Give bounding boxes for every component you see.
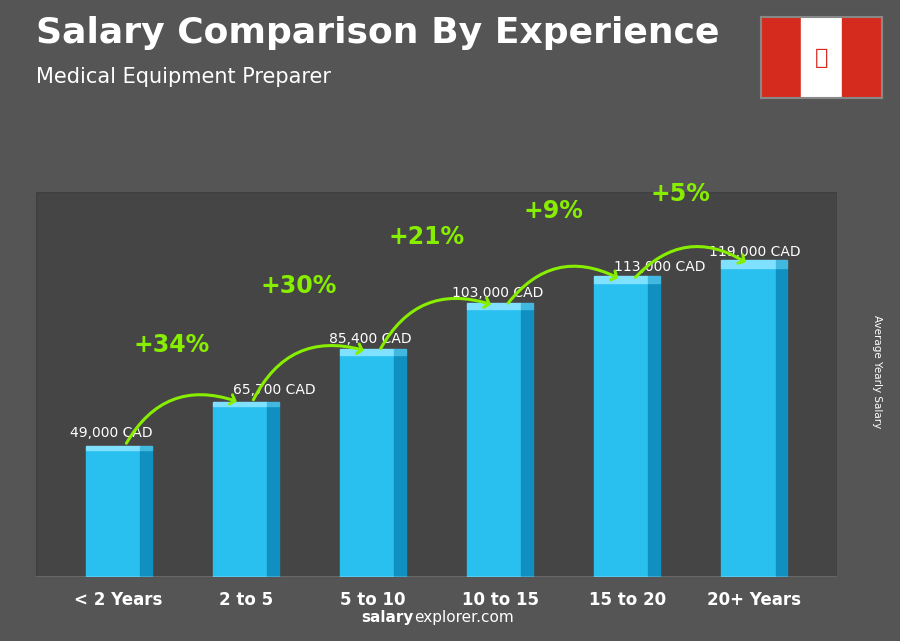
Bar bbox=[521, 309, 533, 577]
Bar bbox=[842, 17, 882, 98]
Text: 49,000 CAD: 49,000 CAD bbox=[70, 426, 153, 440]
Text: 119,000 CAD: 119,000 CAD bbox=[708, 245, 800, 258]
Bar bbox=[648, 276, 661, 283]
Bar bbox=[648, 283, 661, 577]
Bar bbox=[340, 349, 394, 355]
Text: Salary Comparison By Experience: Salary Comparison By Experience bbox=[36, 16, 719, 50]
Bar bbox=[86, 449, 140, 577]
Text: +21%: +21% bbox=[388, 225, 464, 249]
Text: 113,000 CAD: 113,000 CAD bbox=[615, 260, 706, 274]
Text: +5%: +5% bbox=[651, 182, 711, 206]
Text: salary: salary bbox=[362, 610, 414, 625]
Bar bbox=[776, 260, 788, 268]
Bar bbox=[86, 446, 140, 449]
Text: 65,700 CAD: 65,700 CAD bbox=[233, 383, 316, 397]
Bar bbox=[594, 283, 648, 577]
Bar bbox=[340, 355, 394, 577]
Bar bbox=[267, 402, 279, 406]
Text: Average Yearly Salary: Average Yearly Salary bbox=[872, 315, 883, 428]
Bar bbox=[267, 406, 279, 577]
Text: 85,400 CAD: 85,400 CAD bbox=[329, 332, 411, 346]
Bar bbox=[721, 268, 776, 577]
Bar bbox=[760, 17, 801, 98]
Text: +9%: +9% bbox=[524, 199, 583, 224]
Text: 🍁: 🍁 bbox=[814, 47, 828, 68]
Bar bbox=[776, 268, 788, 577]
Bar bbox=[394, 355, 406, 577]
Bar bbox=[212, 406, 267, 577]
Text: explorer.com: explorer.com bbox=[414, 610, 514, 625]
Bar bbox=[801, 17, 842, 98]
Bar bbox=[594, 276, 648, 283]
Text: 103,000 CAD: 103,000 CAD bbox=[452, 286, 544, 300]
Bar bbox=[140, 446, 152, 449]
Bar bbox=[36, 192, 837, 577]
Bar bbox=[140, 449, 152, 577]
Bar bbox=[394, 349, 406, 355]
Bar bbox=[467, 303, 521, 309]
Text: +34%: +34% bbox=[134, 333, 211, 357]
Bar bbox=[721, 260, 776, 268]
Bar bbox=[521, 303, 533, 309]
Text: +30%: +30% bbox=[261, 274, 338, 298]
Bar bbox=[212, 402, 267, 406]
Text: Medical Equipment Preparer: Medical Equipment Preparer bbox=[36, 67, 331, 87]
Bar bbox=[467, 309, 521, 577]
